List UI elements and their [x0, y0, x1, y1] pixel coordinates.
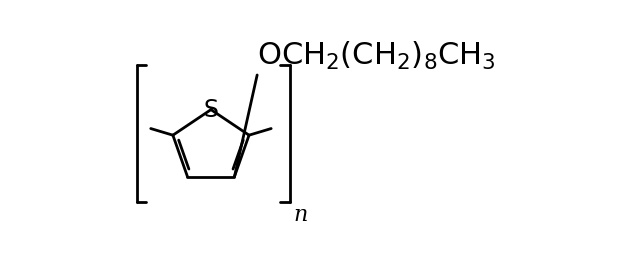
Text: n: n — [293, 204, 308, 226]
Text: S: S — [204, 98, 218, 122]
Text: OCH$_2$(CH$_2$)$_8$CH$_3$: OCH$_2$(CH$_2$)$_8$CH$_3$ — [257, 40, 496, 72]
